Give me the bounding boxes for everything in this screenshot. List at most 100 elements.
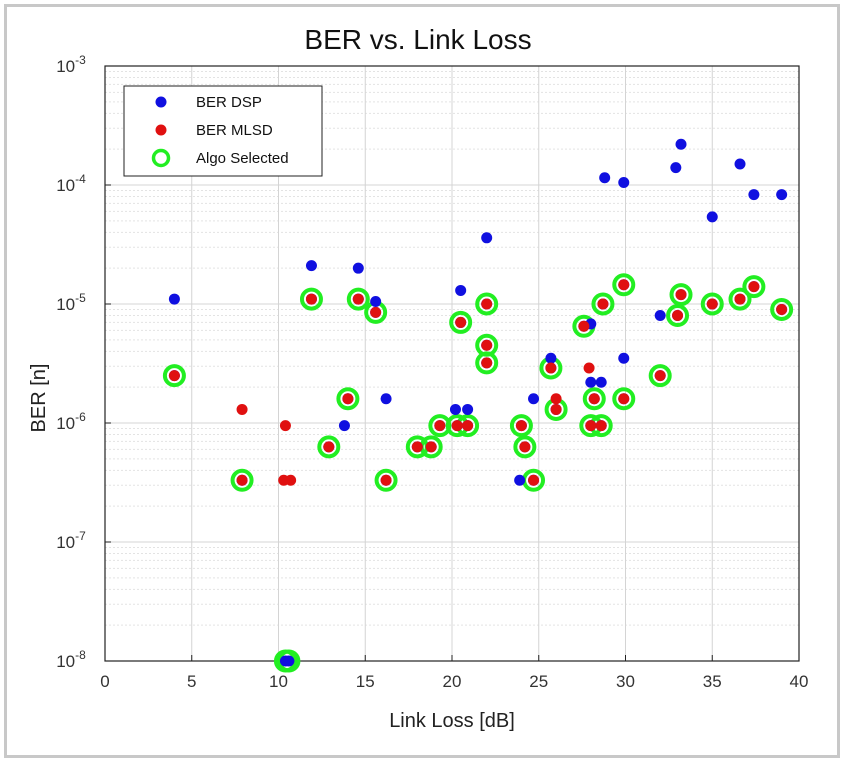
- ber-dsp-point: [514, 474, 526, 486]
- figure-frame: [4, 4, 840, 758]
- ber-dsp-point: [734, 158, 746, 170]
- ber-dsp-point: [748, 189, 760, 201]
- y-tick-label: 10-3: [56, 53, 86, 76]
- algo-selected-point: [728, 287, 752, 311]
- legend-marker-dsp: [155, 96, 167, 108]
- algo-selected-point: [591, 292, 615, 316]
- ber-mlsd-point: [342, 393, 354, 405]
- legend-label-dsp: BER DSP: [196, 94, 262, 111]
- y-tick-label: 10-8: [56, 648, 86, 671]
- ber-mlsd-point: [734, 293, 746, 305]
- x-tick-label: 15: [356, 672, 375, 691]
- algo-selected-point: [336, 387, 360, 411]
- algo-selected-point: [162, 364, 186, 388]
- ber-dsp-point: [585, 376, 597, 388]
- ber-dsp-point: [528, 393, 540, 405]
- legend-label-algo: Algo Selected: [196, 150, 289, 167]
- algo-selected-point: [666, 304, 690, 328]
- ber-mlsd-point: [481, 357, 493, 369]
- algo-selected-point: [475, 292, 499, 316]
- y-tick-label: 10-4: [56, 172, 86, 195]
- ber-mlsd-point: [462, 420, 474, 432]
- algo-selected-point: [612, 273, 636, 297]
- legend-label-mlsd: BER MLSD: [196, 122, 273, 139]
- ber-mlsd-point: [515, 420, 527, 432]
- algo-selected-point: [509, 414, 533, 438]
- ber-mlsd-point: [675, 289, 687, 301]
- ber-mlsd-point: [597, 298, 609, 310]
- algo-selected-point: [612, 387, 636, 411]
- ber-mlsd-point: [305, 293, 317, 305]
- ber-mlsd-point: [672, 310, 684, 322]
- algo-selected-point: [700, 292, 724, 316]
- algo-selected-point: [230, 468, 254, 492]
- ber-mlsd-point: [481, 339, 493, 351]
- ber-mlsd-point: [588, 393, 600, 405]
- ber-dsp-point: [380, 393, 392, 405]
- algo-selected-point: [513, 435, 537, 459]
- algo-selected-point: [770, 297, 794, 321]
- algo-selected-point: [277, 649, 301, 673]
- ber-dsp-point: [670, 162, 682, 174]
- ber-mlsd-point: [706, 298, 718, 310]
- ber-mlsd-point: [545, 362, 557, 374]
- ber-mlsd-point: [411, 441, 423, 453]
- ber-dsp-point: [455, 284, 467, 296]
- algo-selected-point: [582, 387, 606, 411]
- ber-mlsd-point: [352, 293, 364, 305]
- x-tick-label: 10: [269, 672, 288, 691]
- ber-mlsd-point: [380, 474, 392, 486]
- y-axis-label: BER [n]: [28, 364, 50, 433]
- ber-mlsd-point: [455, 316, 467, 328]
- ber-mlsd-point: [323, 441, 335, 453]
- ber-mlsd-point: [168, 370, 180, 382]
- ber-dsp-point: [654, 310, 666, 322]
- ber-mlsd-point: [451, 420, 463, 432]
- ber-dsp-point: [283, 655, 295, 667]
- algo-selected-point: [449, 310, 473, 334]
- ber-mlsd-point: [578, 320, 590, 332]
- ber-mlsd-point: [236, 474, 248, 486]
- ber-mlsd-point: [595, 420, 607, 432]
- ber-mlsd-point: [528, 474, 540, 486]
- ber-mlsd-point: [481, 298, 493, 310]
- ber-mlsd-point: [236, 403, 248, 415]
- ber-dsp-point: [599, 172, 611, 184]
- x-tick-label: 40: [790, 672, 809, 691]
- x-tick-label: 35: [703, 672, 722, 691]
- data-points: [162, 138, 794, 673]
- ber-dsp-point: [776, 189, 788, 201]
- algo-selected-point: [317, 435, 341, 459]
- algo-selected-point: [374, 468, 398, 492]
- x-tick-label: 25: [529, 672, 548, 691]
- x-tick-label: 30: [616, 672, 635, 691]
- ber-dsp-point: [618, 352, 630, 364]
- ber-dsp-point: [462, 403, 474, 415]
- ber-mlsd-point: [748, 281, 760, 293]
- ber-dsp-point: [481, 232, 493, 244]
- legend: BER DSP BER MLSD Algo Selected: [123, 85, 323, 177]
- ber-mlsd-point: [550, 393, 562, 405]
- x-axis-label: Link Loss [dB]: [389, 710, 515, 732]
- x-tick-label: 20: [443, 672, 462, 691]
- ber-mlsd-point: [583, 362, 595, 374]
- ber-dsp-point: [352, 262, 364, 274]
- algo-selected-point: [669, 283, 693, 307]
- ber-mlsd-point: [279, 420, 291, 432]
- ber-dsp-point: [370, 295, 382, 307]
- ber-mlsd-point: [550, 403, 562, 415]
- y-tick-label: 10-7: [56, 529, 86, 552]
- ber-mlsd-point: [776, 303, 788, 315]
- ber-dsp-point: [618, 176, 630, 188]
- ber-dsp-point: [449, 403, 461, 415]
- chart-title: BER vs. Link Loss: [304, 24, 531, 55]
- ber-mlsd-point: [434, 420, 446, 432]
- ber-mlsd-point: [370, 306, 382, 318]
- ber-mlsd-point: [618, 393, 630, 405]
- legend-marker-mlsd: [155, 124, 167, 136]
- ber-mlsd-point: [618, 279, 630, 291]
- ber-dsp-point: [675, 138, 687, 150]
- algo-selected-point: [346, 287, 370, 311]
- ber-dsp-point: [168, 293, 180, 305]
